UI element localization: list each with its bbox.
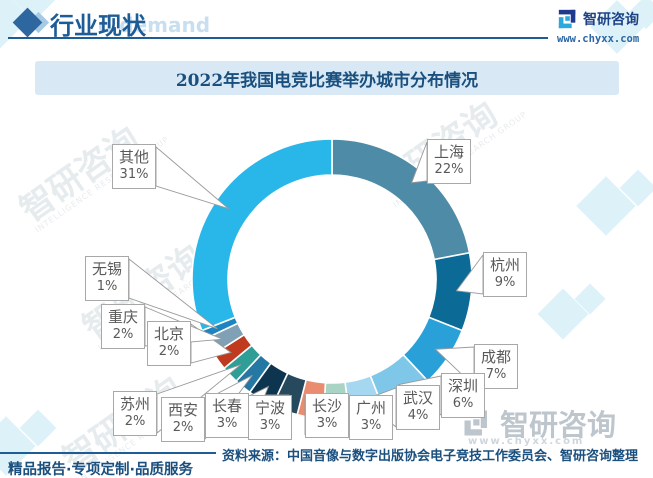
- services-tagline: 精品报告·专项定制·品质服务: [8, 462, 194, 478]
- brand-block: 智研咨询 www.chyxx.com: [557, 8, 649, 45]
- footer-divider: [0, 452, 216, 454]
- page-header: d demand 行业现状 智研咨询 www.chyxx.com: [0, 0, 653, 56]
- callout-leader-line: [128, 258, 218, 330]
- section-title: 行业现状: [50, 11, 146, 40]
- chart-title-banner: 2022年我国电竞比赛举办城市分布情况: [35, 61, 619, 95]
- brand-logo-icon: [558, 9, 576, 29]
- header-divider: [8, 37, 548, 39]
- callout-leader-line: [155, 146, 229, 210]
- brand-url-link[interactable]: www.chyxx.com: [557, 33, 640, 45]
- header-watermark-text: d demand: [98, 13, 211, 37]
- data-source-note: 资料来源：中国音像与数字出版协会电子竞技工作委员会、智研咨询整理: [222, 449, 639, 464]
- donut-slice-15[interactable]: [191, 138, 333, 332]
- callout-leader-line: [410, 141, 428, 184]
- brand-name: 智研咨询: [583, 12, 639, 28]
- chart-title: 2022年我国电竞比赛举办城市分布情况: [175, 70, 479, 91]
- donut-slice-1[interactable]: [331, 138, 471, 261]
